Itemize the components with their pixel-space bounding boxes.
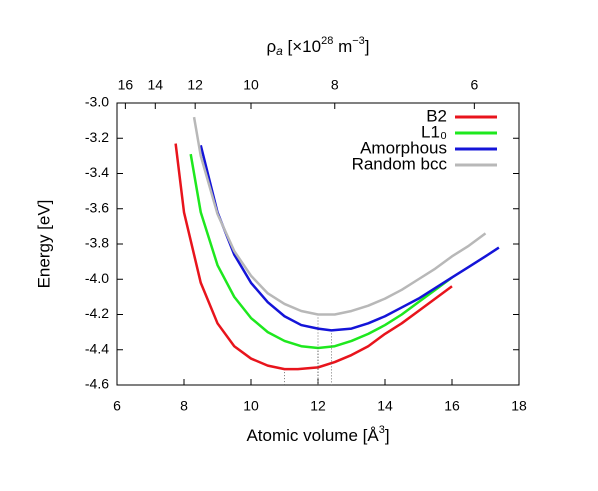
x-tick-label: 18	[511, 398, 527, 414]
x-tick-label: 14	[377, 398, 393, 414]
line	[189, 153, 453, 350]
x-tick-label: 10	[243, 398, 259, 414]
label-part: [×10	[283, 37, 321, 56]
y-tick-label: -4.6	[85, 376, 109, 392]
x-tick-label: 8	[180, 398, 188, 414]
label-part: ]	[365, 37, 370, 56]
label-part: 3	[379, 424, 385, 436]
x2-tick-label: 14	[148, 77, 164, 93]
label-part: −3	[352, 35, 365, 47]
legend-label: L1₀	[421, 122, 447, 141]
y-tick-label: -3.4	[85, 164, 109, 180]
label-part: 28	[321, 35, 333, 47]
x-axis-label: Atomic volume [Å3]	[246, 424, 389, 446]
plot-frame	[116, 102, 520, 386]
label-part: Atomic volume [Å	[246, 426, 379, 445]
label-part: a	[276, 44, 283, 58]
x2-tick-label: 16	[118, 77, 134, 93]
x2-tick-label: 10	[243, 77, 259, 93]
y-tick-label: -4.0	[85, 270, 109, 286]
y-tick-label: -3.8	[85, 235, 109, 251]
legend-label: Random bcc	[352, 154, 448, 173]
x-tick-label: 16	[444, 398, 460, 414]
x2-axis-label: ρa [×1028 m−3]	[266, 35, 369, 58]
y-tick-label: -3.2	[85, 129, 109, 145]
y-tick-label: -4.2	[85, 305, 109, 321]
y-tick-label: -4.4	[85, 340, 109, 356]
y-tick-label: -3.6	[85, 199, 109, 215]
label-part: ]	[385, 426, 390, 445]
legend-label: B2	[426, 106, 447, 125]
line	[174, 143, 453, 371]
line	[199, 144, 500, 332]
y-tick-label: -3.0	[85, 94, 109, 110]
label-part: m	[333, 37, 352, 56]
x2-tick-label: 8	[331, 77, 339, 93]
label-part: ρ	[266, 37, 276, 56]
legend-label: Amorphous	[360, 138, 447, 157]
x-tick-label: 6	[113, 398, 121, 414]
x2-tick-label: 6	[470, 77, 478, 93]
line	[192, 116, 487, 316]
x2-tick-label: 12	[187, 77, 203, 93]
y-axis-label: Energy [eV]	[34, 200, 53, 289]
x-tick-label: 12	[310, 398, 326, 414]
